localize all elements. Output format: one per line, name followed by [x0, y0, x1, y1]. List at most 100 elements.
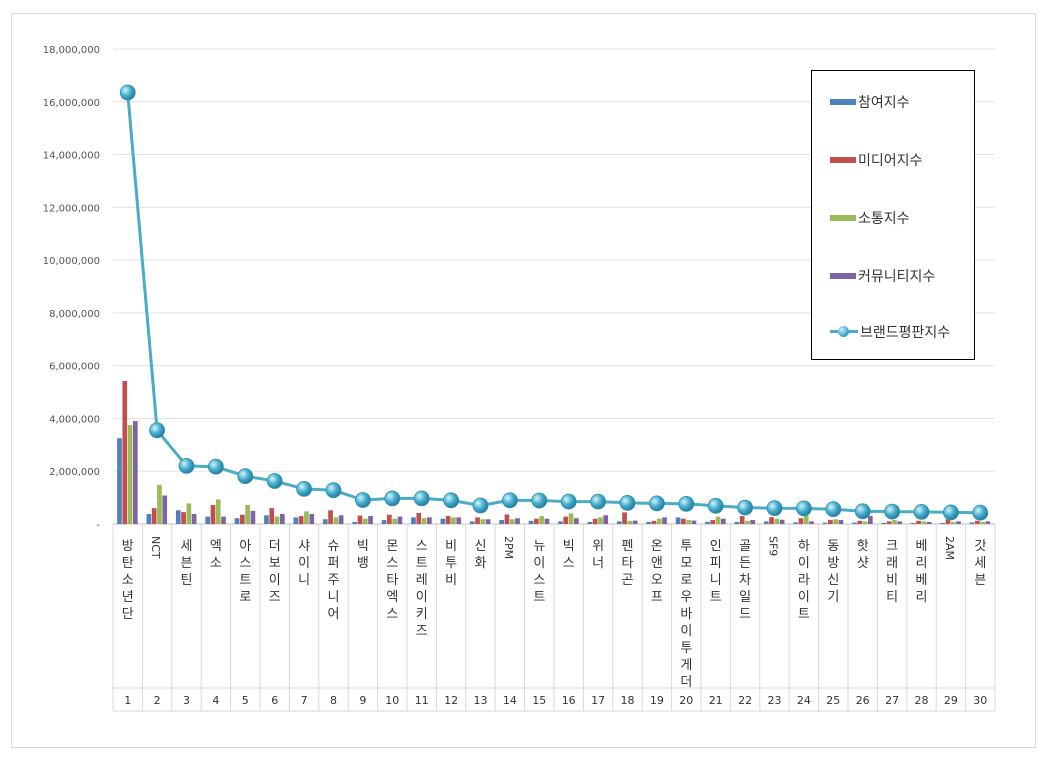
bar	[352, 521, 358, 524]
bar	[769, 517, 774, 524]
x-rank-label: 4	[212, 694, 219, 707]
x-rank-label: 3	[183, 694, 190, 707]
bar	[980, 521, 985, 524]
y-tick-label: -	[96, 520, 100, 531]
line-point	[149, 422, 166, 439]
x-rank-label: 23	[768, 694, 782, 707]
bar	[416, 512, 422, 524]
bar	[892, 520, 897, 524]
line-point	[590, 493, 606, 510]
bar	[539, 516, 544, 524]
x-rank-label: 16	[562, 694, 576, 707]
bar	[504, 514, 510, 524]
bar	[122, 380, 128, 524]
legend-entry-media: 미디어지수	[830, 150, 922, 170]
bar	[950, 521, 956, 524]
y-axis-tick-labels: - 2,000,000 4,000,000 6,000,000 8,000,000 10,…	[43, 45, 101, 531]
legend-entry-community: 커뮤니티지수	[830, 266, 935, 286]
bar	[445, 516, 451, 524]
legend-label: 커뮤니티지수	[858, 269, 936, 285]
y-tick-label: 18,000,000	[43, 45, 100, 56]
bar	[328, 510, 333, 524]
line-point	[913, 503, 930, 520]
bar	[975, 520, 980, 524]
bar	[686, 520, 691, 524]
bar	[828, 520, 833, 524]
x-rank-label: 17	[591, 694, 605, 707]
bar	[739, 516, 745, 524]
bar	[779, 519, 785, 524]
line-point	[501, 492, 518, 509]
bar	[440, 518, 446, 524]
x-axis-labels: 방 탄 소 년 단 1 NCT 2 세 븐 틴 3 엑 소 4 아 스 트 로 5 더 보 이 즈 6 샤 이 니 7 슈 퍼 주 니 어 8 빅 뱅 9…	[122, 536, 988, 707]
line-point	[207, 458, 224, 475]
bar	[397, 516, 403, 524]
line-point	[472, 497, 489, 514]
legend-entry-participation: 참여지수	[830, 92, 910, 112]
x-rank-label: 11	[415, 694, 429, 707]
bar	[151, 508, 157, 524]
bar	[705, 521, 710, 524]
bar	[803, 515, 809, 524]
x-category-label: 2AM	[943, 536, 956, 560]
bar	[181, 512, 186, 525]
legend-swatch	[830, 215, 856, 221]
bar	[426, 517, 432, 524]
bar	[357, 515, 363, 524]
bar	[499, 520, 505, 524]
bar	[368, 516, 373, 524]
bar	[632, 520, 638, 524]
legend-label: 미디어지수	[858, 153, 923, 169]
x-rank-label: 13	[474, 694, 488, 707]
bar	[857, 520, 863, 524]
line-point	[943, 504, 959, 521]
bar	[710, 520, 716, 524]
x-category-label: 2PM	[502, 536, 515, 559]
bar	[940, 522, 946, 524]
bar	[675, 517, 681, 524]
bar	[568, 513, 574, 524]
bar	[691, 520, 697, 524]
x-rank-label: 1	[124, 694, 131, 707]
bar	[833, 519, 838, 524]
bar	[509, 519, 515, 524]
bar	[269, 508, 275, 524]
y-tick-label: 14,000,000	[43, 151, 100, 162]
x-rank-label: 25	[826, 694, 840, 707]
bar	[274, 516, 280, 524]
bar	[210, 505, 216, 524]
bar	[867, 516, 873, 524]
line-point	[737, 499, 753, 516]
bar	[563, 516, 569, 524]
bar	[956, 521, 961, 524]
bar	[528, 520, 534, 524]
line-point	[825, 501, 842, 518]
x-rank-label: 24	[797, 694, 811, 707]
bar	[221, 516, 226, 524]
line-point	[443, 492, 460, 509]
bar	[127, 425, 133, 524]
x-rank-label: 18	[621, 694, 635, 707]
bar	[279, 513, 285, 524]
y-tick-label: 16,000,000	[43, 98, 100, 109]
x-rank-label: 26	[856, 694, 870, 707]
bar	[793, 522, 799, 524]
bar	[451, 517, 456, 524]
x-rank-label: 28	[915, 694, 929, 707]
x-rank-label: 7	[301, 694, 308, 707]
bar	[573, 518, 579, 524]
bar	[681, 518, 686, 524]
bar	[205, 516, 211, 524]
